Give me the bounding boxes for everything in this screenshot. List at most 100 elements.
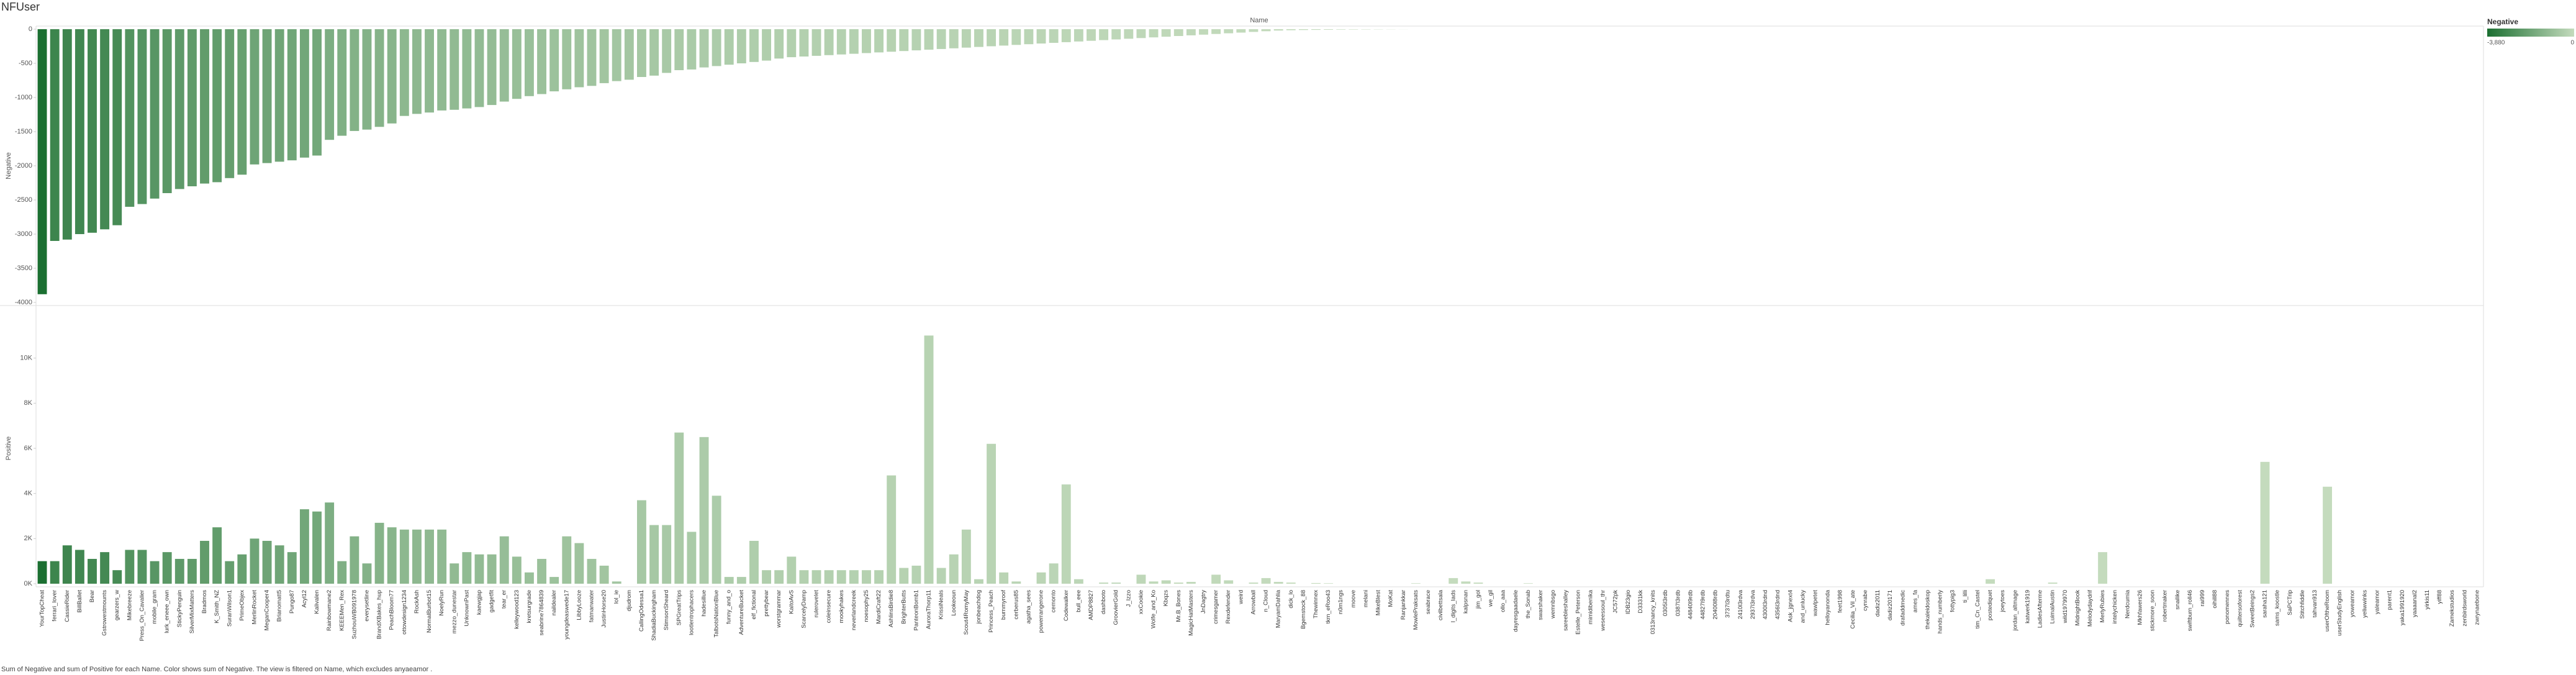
bar	[799, 29, 809, 57]
x-tick-label: civilbettsala	[1437, 589, 1444, 620]
bar	[774, 570, 784, 584]
x-tick-label: weseessoul_thr	[1600, 590, 1607, 632]
bar	[961, 529, 971, 584]
bar	[1073, 579, 1083, 584]
chart-title: NFUser	[1, 1, 40, 13]
x-tick-label: elf_fictional	[751, 590, 757, 620]
bar	[1211, 574, 1221, 584]
bar	[250, 29, 260, 165]
bar	[162, 552, 172, 584]
bar	[749, 29, 759, 62]
x-tick-label: SuranWilson1	[226, 590, 233, 627]
bar	[787, 556, 797, 584]
bar	[2323, 486, 2333, 584]
x-tick-label: dayresgaadaele	[1512, 590, 1519, 632]
y-tick-label: 8K	[24, 399, 33, 407]
bar	[1011, 581, 1021, 584]
bar	[899, 29, 909, 52]
bar	[1236, 29, 1246, 33]
x-tick-label: coleinsecure	[826, 590, 833, 623]
x-tick-label: oihill88	[2212, 590, 2218, 609]
legend-max: 0	[2570, 40, 2574, 47]
x-tick-label: MeganCooper4	[264, 590, 271, 631]
bar	[325, 502, 335, 584]
y-tick-label: 6K	[24, 445, 33, 452]
bar	[1186, 582, 1196, 584]
bar	[811, 29, 821, 56]
bar	[674, 29, 684, 70]
bar	[524, 29, 534, 96]
x-tick-label: fottypig3	[1950, 590, 1956, 612]
x-tick-label: worstgrammar	[775, 590, 782, 628]
bar	[299, 509, 309, 584]
x-tick-label: BillBallet	[76, 590, 83, 613]
bar	[450, 29, 459, 110]
bar	[1099, 29, 1109, 40]
x-tick-label: 44840l9rdb	[1687, 590, 1694, 620]
bar	[2048, 582, 2058, 584]
x-tick-label: LadiesAfterme	[2037, 590, 2044, 628]
bar	[1173, 29, 1183, 36]
bar	[649, 29, 659, 76]
x-tick-label: SilverMixMatters	[189, 590, 196, 633]
x-tick-label: mobile_gram	[151, 590, 158, 624]
bar	[187, 559, 197, 584]
x-tick-label: Stitchfiddle	[2299, 590, 2306, 618]
bar	[437, 529, 447, 584]
y-axis-title: Positive	[5, 437, 12, 461]
x-tick-label: agatha_sees	[1025, 590, 1032, 624]
x-tick-label: Kalivalen	[314, 590, 320, 614]
bar	[425, 529, 434, 584]
bar	[1349, 29, 1358, 30]
bar	[1136, 29, 1146, 39]
bar	[1161, 580, 1171, 584]
bar	[1149, 29, 1159, 38]
x-tick-label: SweetBeings2	[2249, 590, 2256, 628]
x-tick-label: powerrangerone	[1038, 590, 1045, 633]
x-tick-label: swarshaker	[1537, 590, 1544, 620]
x-tick-label: rulerovelet	[813, 590, 820, 618]
bar	[774, 29, 784, 59]
bar	[587, 559, 597, 584]
bar	[88, 559, 97, 584]
x-tick-label: Mr.B_Bones	[1175, 590, 1182, 622]
bar	[987, 443, 997, 584]
x-tick-label: IDB23gio	[1625, 590, 1632, 614]
x-tick-label: seabrace	[1425, 590, 1432, 614]
x-tick-label: drafaddmedic	[1899, 590, 1906, 626]
bar	[649, 525, 659, 584]
bar	[262, 540, 272, 584]
x-tick-label: neverlandcreek	[851, 590, 857, 630]
x-tick-label: Codewalker	[1063, 590, 1070, 621]
x-tick-label: ollo_aaa	[1500, 589, 1507, 612]
bar	[662, 525, 672, 584]
x-tick-label: yaleamor	[2374, 590, 2381, 614]
bar	[337, 561, 347, 584]
x-tick-label: UnknownPast	[463, 590, 470, 627]
x-tick-label: jim_gol	[1475, 590, 1481, 609]
x-tick-label: n_Cloud	[1263, 590, 1270, 612]
bar	[736, 29, 746, 63]
x-tick-label: jordan_altmage	[2012, 590, 2018, 632]
x-tick-label: Gstrowestmounts	[101, 590, 108, 636]
bar	[624, 29, 634, 80]
y-tick-label: -1500	[15, 128, 32, 135]
bar	[961, 29, 971, 48]
bar	[174, 559, 184, 584]
x-tick-label: MagicHatMasters	[1188, 590, 1195, 636]
x-tick-label: 0387l3rdb	[1674, 590, 1681, 616]
legend-min: -3,880	[2487, 40, 2505, 47]
x-tick-label: MaryamDahlia	[1275, 589, 1282, 628]
bar	[699, 437, 709, 584]
bar	[412, 29, 422, 114]
bar	[724, 29, 734, 65]
bar	[1149, 581, 1159, 584]
x-tick-label: lurk_eneee_own	[164, 590, 171, 633]
y-tick-label: 0K	[24, 580, 33, 587]
x-tick-label: Ranjankkar	[1400, 590, 1407, 620]
bar	[1036, 29, 1046, 44]
bar	[911, 565, 921, 584]
bar	[287, 29, 297, 161]
bar	[387, 29, 397, 124]
bar	[112, 29, 122, 225]
